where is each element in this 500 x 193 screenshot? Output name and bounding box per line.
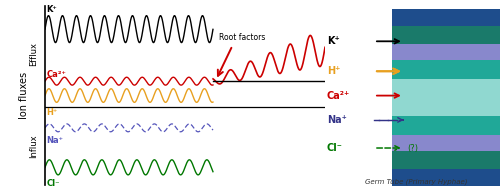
Text: Ca²⁺: Ca²⁺ xyxy=(327,91,350,101)
Bar xyxy=(386,60,500,135)
Ellipse shape xyxy=(378,79,395,116)
Text: H⁺: H⁺ xyxy=(327,66,340,76)
Bar xyxy=(386,26,500,169)
Text: Ion fluxes: Ion fluxes xyxy=(19,72,29,119)
Ellipse shape xyxy=(362,44,411,151)
Bar xyxy=(386,8,500,186)
Text: Na⁺: Na⁺ xyxy=(46,136,64,145)
Bar xyxy=(386,44,500,151)
Ellipse shape xyxy=(344,8,428,186)
Text: Germ Tube (Primary Hyphae): Germ Tube (Primary Hyphae) xyxy=(365,179,467,185)
Text: (?): (?) xyxy=(407,144,418,152)
Text: K⁺: K⁺ xyxy=(327,36,340,46)
Text: Efflux: Efflux xyxy=(30,42,38,66)
Bar xyxy=(386,79,500,116)
Text: Influx: Influx xyxy=(30,134,38,158)
Text: Cl⁻: Cl⁻ xyxy=(46,179,60,188)
Text: Ca²⁺: Ca²⁺ xyxy=(46,70,66,79)
Text: K⁺: K⁺ xyxy=(46,5,57,14)
Bar xyxy=(325,4,392,191)
Ellipse shape xyxy=(353,26,420,169)
Text: Root factors: Root factors xyxy=(218,33,265,42)
Text: Na⁺: Na⁺ xyxy=(327,115,346,125)
Text: Cl⁻: Cl⁻ xyxy=(327,143,342,153)
Text: H⁺: H⁺ xyxy=(46,108,58,117)
Ellipse shape xyxy=(369,60,404,135)
